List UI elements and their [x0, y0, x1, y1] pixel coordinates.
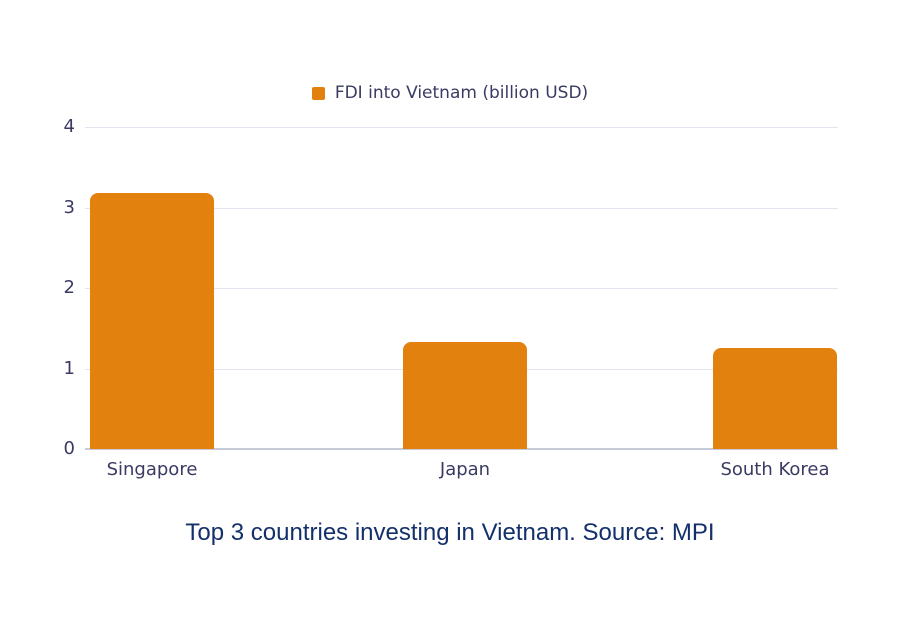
bar-singapore [90, 193, 214, 449]
bar-south-korea [713, 347, 837, 449]
legend: FDI into Vietnam (billion USD) [0, 80, 900, 106]
x-axis-line [85, 448, 838, 450]
legend-swatch-icon [311, 86, 325, 100]
bar-japan [403, 341, 527, 449]
y-tick-label-2: 2 [63, 277, 75, 298]
legend-label: FDI into Vietnam (billion USD) [334, 83, 589, 103]
x-axis-label-japan: Japan [439, 459, 491, 480]
y-tick-label-3: 3 [63, 196, 75, 218]
x-axis-label-singapore: Singapore [106, 459, 198, 480]
y-tick-label-4: 4 [63, 116, 75, 137]
y-tick-label-1: 1 [63, 357, 75, 379]
gridline-y-2 [85, 288, 838, 289]
y-tick-label-0: 0 [63, 438, 75, 459]
x-axis-label-south-korea: South Korea [720, 459, 830, 480]
gridline-y-4 [85, 127, 838, 128]
chart-caption: Top 3 countries investing in Vietnam. So… [185, 519, 715, 546]
gridline-y-3 [85, 207, 838, 209]
